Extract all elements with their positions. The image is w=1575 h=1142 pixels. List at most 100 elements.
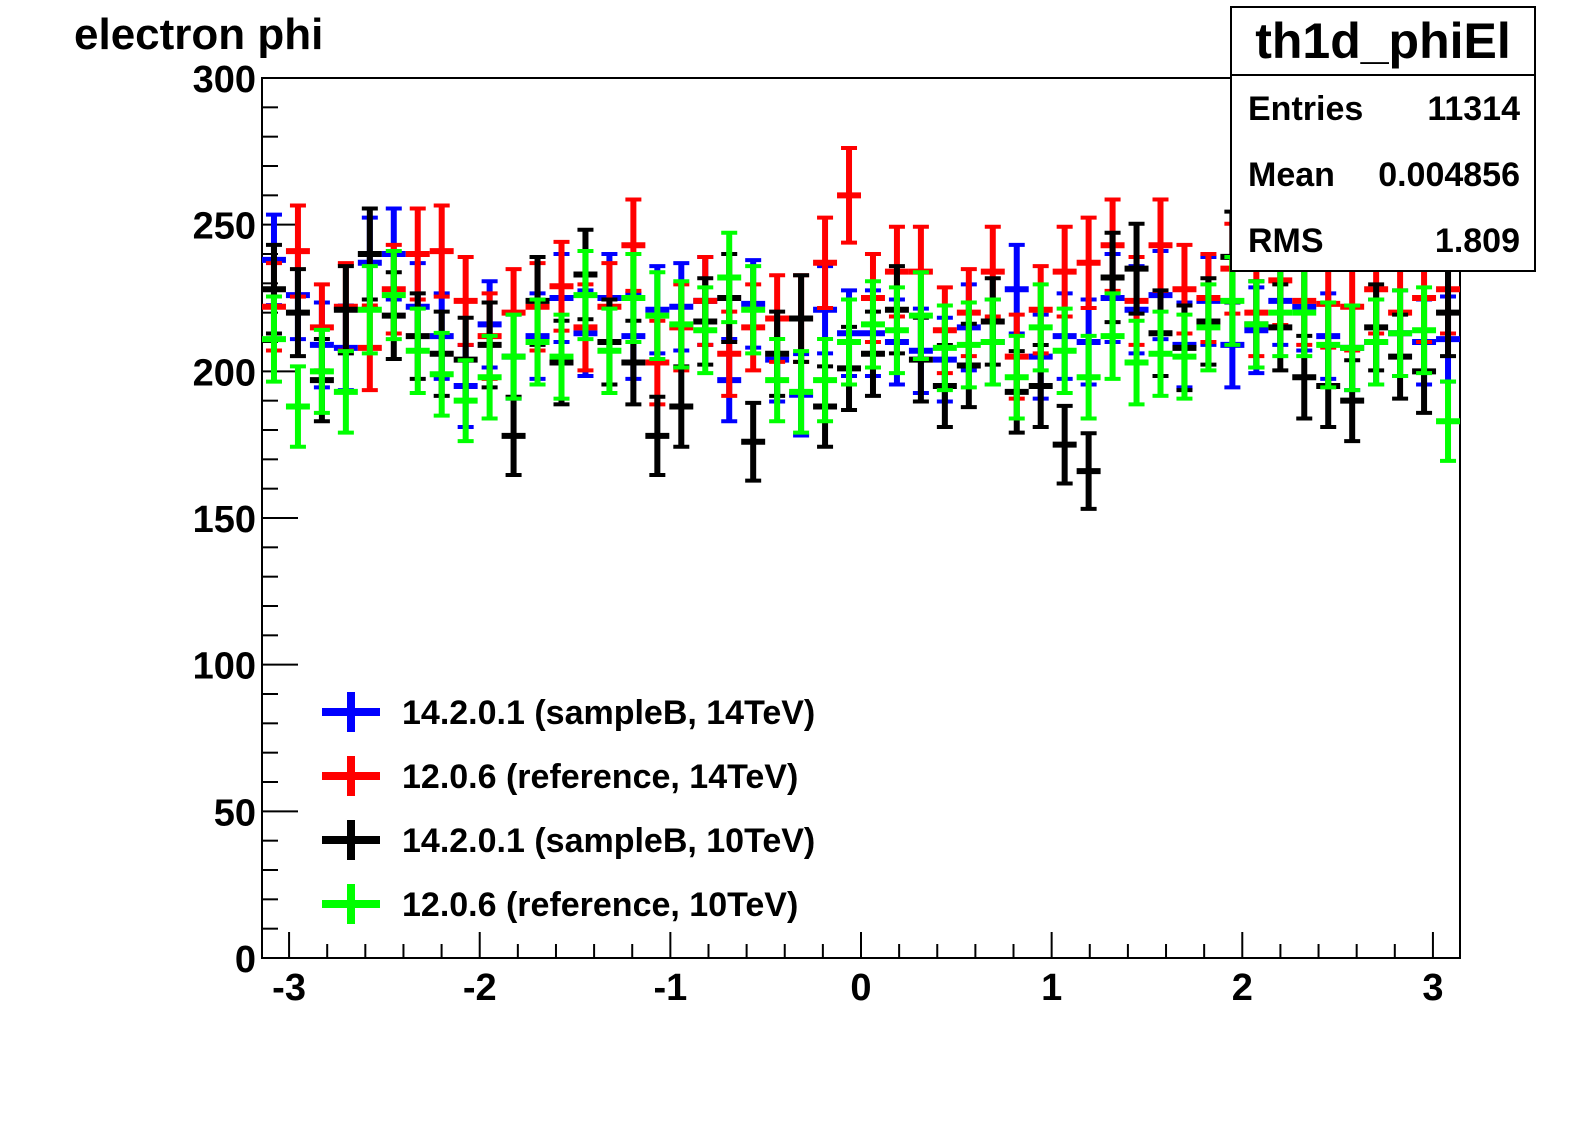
data-point bbox=[789, 349, 814, 435]
data-point bbox=[813, 336, 838, 424]
stats-row-mean: Mean 0.004856 bbox=[1232, 142, 1534, 208]
data-point bbox=[1316, 300, 1341, 390]
data-point bbox=[1124, 318, 1149, 407]
data-point bbox=[765, 336, 790, 424]
x-tick-label: -1 bbox=[653, 967, 687, 1009]
data-point bbox=[1076, 431, 1101, 511]
data-point bbox=[262, 294, 286, 384]
data-point bbox=[789, 273, 814, 364]
data-point bbox=[1364, 297, 1389, 387]
y-tick-label: 200 bbox=[193, 352, 256, 394]
data-point bbox=[1244, 279, 1269, 370]
data-point bbox=[309, 327, 334, 415]
data-point bbox=[1412, 285, 1437, 376]
data-point bbox=[573, 248, 598, 342]
data-point bbox=[813, 215, 838, 310]
data-point bbox=[861, 279, 885, 370]
data-point bbox=[645, 270, 670, 362]
data-point bbox=[1148, 309, 1173, 398]
data-point bbox=[932, 303, 957, 393]
x-tick-label: 0 bbox=[850, 967, 871, 1009]
chart-title: electron phi bbox=[74, 10, 324, 59]
data-point bbox=[645, 394, 670, 478]
x-tick-label: 2 bbox=[1232, 967, 1253, 1009]
series-layer bbox=[262, 146, 1460, 511]
data-point bbox=[429, 330, 454, 418]
legend-label: 12.0.6 (reference, 10TeV) bbox=[402, 886, 798, 924]
data-point bbox=[669, 279, 694, 370]
stats-histogram-name: th1d_phiEl bbox=[1232, 8, 1534, 76]
data-point bbox=[1052, 403, 1077, 486]
y-tick-label: 150 bbox=[193, 499, 256, 541]
data-point bbox=[1004, 333, 1029, 421]
y-tick-label: 0 bbox=[235, 939, 256, 981]
data-point bbox=[1340, 303, 1365, 393]
data-point bbox=[1076, 215, 1101, 310]
data-point bbox=[884, 285, 909, 376]
data-point bbox=[717, 230, 742, 325]
data-point bbox=[837, 146, 861, 245]
data-point bbox=[1436, 379, 1460, 463]
x-tick-label: -3 bbox=[272, 967, 306, 1009]
stats-label: RMS bbox=[1248, 221, 1324, 260]
stats-value: 1.809 bbox=[1434, 221, 1520, 260]
data-point bbox=[477, 333, 502, 421]
y-tick-label: 100 bbox=[193, 646, 256, 688]
legend-label: 14.2.0.1 (sampleB, 14TeV) bbox=[402, 694, 815, 732]
data-point bbox=[597, 306, 622, 396]
data-point bbox=[333, 264, 358, 356]
stats-value: 0.004856 bbox=[1378, 155, 1520, 194]
data-point bbox=[525, 297, 550, 387]
data-point bbox=[333, 349, 358, 435]
data-point bbox=[621, 252, 646, 344]
legend: 14.2.0.1 (sampleB, 14TeV) 12.0.6 (referen… bbox=[322, 692, 815, 924]
data-point bbox=[1100, 291, 1125, 381]
stats-row-rms: RMS 1.809 bbox=[1232, 208, 1534, 274]
data-point bbox=[405, 206, 430, 302]
y-tick-label: 50 bbox=[214, 792, 256, 834]
legend-item: 12.0.6 (reference, 14TeV) bbox=[322, 756, 798, 796]
data-point bbox=[980, 297, 1005, 387]
data-point bbox=[381, 248, 406, 342]
data-point bbox=[669, 364, 694, 449]
data-point bbox=[741, 264, 766, 356]
data-point bbox=[1028, 282, 1053, 373]
stats-box: th1d_phiEl Entries 11314 Mean 0.004856 R… bbox=[1230, 6, 1536, 272]
data-point bbox=[1052, 306, 1077, 396]
data-point bbox=[741, 400, 766, 483]
data-point bbox=[908, 270, 933, 362]
data-point bbox=[1124, 221, 1149, 316]
data-point bbox=[501, 312, 526, 401]
stats-label: Entries bbox=[1248, 89, 1364, 128]
data-point bbox=[837, 297, 861, 387]
legend-label: 12.0.6 (reference, 14TeV) bbox=[402, 758, 798, 796]
legend-item: 12.0.6 (reference, 10TeV) bbox=[322, 884, 798, 924]
data-point bbox=[1052, 224, 1077, 319]
data-point bbox=[1148, 197, 1173, 293]
x-tick-label: 3 bbox=[1422, 967, 1443, 1009]
data-point bbox=[693, 285, 718, 376]
stats-row-entries: Entries 11314 bbox=[1232, 76, 1534, 142]
data-point bbox=[1076, 333, 1101, 421]
data-point bbox=[1172, 312, 1197, 401]
data-point bbox=[285, 364, 310, 449]
data-point bbox=[1436, 267, 1460, 359]
data-point bbox=[1388, 288, 1413, 379]
legend-label: 14.2.0.1 (sampleB, 10TeV) bbox=[402, 822, 815, 860]
series bbox=[262, 230, 1460, 463]
stats-label: Mean bbox=[1248, 155, 1335, 194]
data-point bbox=[956, 300, 981, 390]
data-point bbox=[1292, 267, 1317, 359]
x-tick-label: 1 bbox=[1041, 967, 1062, 1009]
data-point bbox=[1196, 282, 1221, 373]
y-tick-label: 250 bbox=[193, 206, 256, 248]
y-tick-label: 300 bbox=[193, 59, 256, 101]
data-point bbox=[453, 358, 478, 444]
data-point bbox=[429, 203, 454, 299]
data-point bbox=[285, 267, 310, 359]
data-point bbox=[501, 394, 526, 478]
data-point bbox=[405, 306, 430, 396]
stats-value: 11314 bbox=[1427, 89, 1520, 128]
legend-item: 14.2.0.1 (sampleB, 14TeV) bbox=[322, 692, 815, 732]
